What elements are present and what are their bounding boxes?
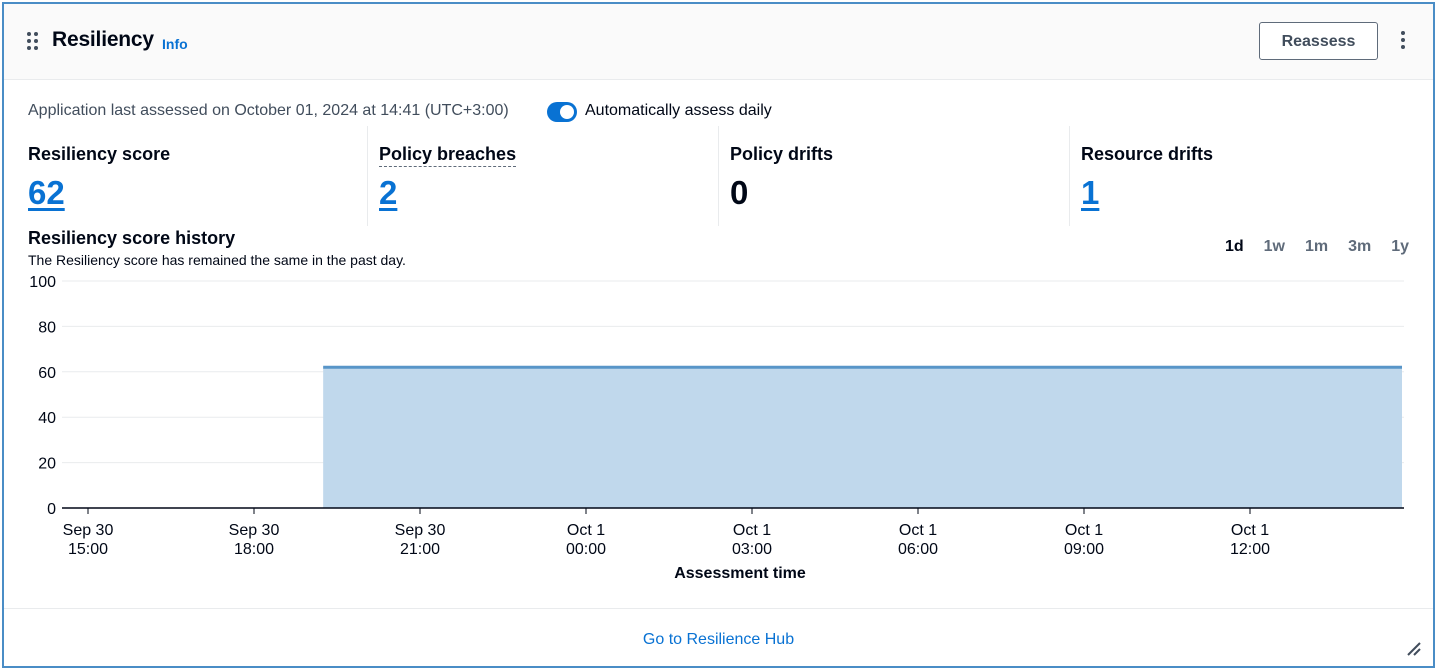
divider [367,126,368,226]
x-tick-label: 09:00 [1064,541,1104,558]
divider [1069,126,1070,226]
policy-breaches-link[interactable]: 2 [379,174,398,211]
metric-label[interactable]: Policy breaches [379,144,517,167]
x-tick-label: 12:00 [1230,541,1270,558]
x-tick-label: Oct 1 [567,522,605,539]
y-tick-label: 0 [47,501,56,518]
range-3m[interactable]: 3m [1348,238,1372,255]
divider [718,126,719,226]
time-range-selector: 1d 1w 1m 3m 1y [1205,238,1409,256]
range-1d[interactable]: 1d [1224,238,1244,255]
metric-label: Resiliency score [28,144,171,164]
y-tick-label: 20 [38,456,56,473]
resource-drifts-link[interactable]: 1 [1081,174,1100,211]
resiliency-score-link[interactable]: 62 [28,174,65,211]
x-tick-label: 18:00 [234,541,274,558]
x-tick-label: 00:00 [566,541,606,558]
x-tick-label: Sep 30 [395,522,446,539]
x-axis-label: Assessment time [674,565,806,582]
x-tick-label: Sep 30 [63,522,114,539]
widget-footer: Go to Resilience Hub [4,608,1433,670]
history-subtitle: The Resiliency score has remained the sa… [28,252,406,268]
x-tick-label: 03:00 [732,541,772,558]
x-tick-label: Sep 30 [229,522,280,539]
x-tick-label: 06:00 [898,541,938,558]
info-link[interactable]: Info [162,36,188,52]
auto-assess-label: Automatically assess daily [585,102,772,119]
score-area [323,367,1403,508]
metric-label: Resource drifts [1081,144,1214,164]
y-tick-label: 60 [38,365,56,382]
auto-assess-toggle[interactable] [547,102,577,122]
resize-handle-icon[interactable] [1405,640,1421,656]
widget-title: Resiliency [52,28,154,51]
more-actions-icon[interactable] [1396,30,1410,52]
policy-drifts-value: 0 [730,174,749,211]
widget-header: Resiliency Info Reassess [4,4,1433,80]
y-tick-label: 80 [38,319,56,336]
reassess-button[interactable]: Reassess [1259,22,1378,60]
x-tick-label: Oct 1 [899,522,937,539]
range-1y[interactable]: 1y [1391,238,1409,255]
x-tick-label: Oct 1 [1065,522,1103,539]
drag-handle-icon[interactable] [26,32,40,52]
score-history-chart: 0 20 40 60 80 100 Sep 30 15:00 Sep 30 18:00 Sep 30… [29,276,1404,582]
last-assessed-text: Application last assessed on October 01,… [28,102,509,119]
range-1w[interactable]: 1w [1263,238,1285,255]
y-tick-label: 40 [38,410,56,427]
x-tick-label: Oct 1 [733,522,771,539]
x-tick-label: Oct 1 [1231,522,1269,539]
history-title: Resiliency score history [28,228,236,248]
x-tick-label: 21:00 [400,541,440,558]
range-1m[interactable]: 1m [1304,238,1329,255]
y-tick-label: 100 [29,276,56,291]
resilience-hub-link[interactable]: Go to Resilience Hub [642,631,795,648]
x-tick-label: 15:00 [68,541,108,558]
metric-label: Policy drifts [730,144,834,164]
